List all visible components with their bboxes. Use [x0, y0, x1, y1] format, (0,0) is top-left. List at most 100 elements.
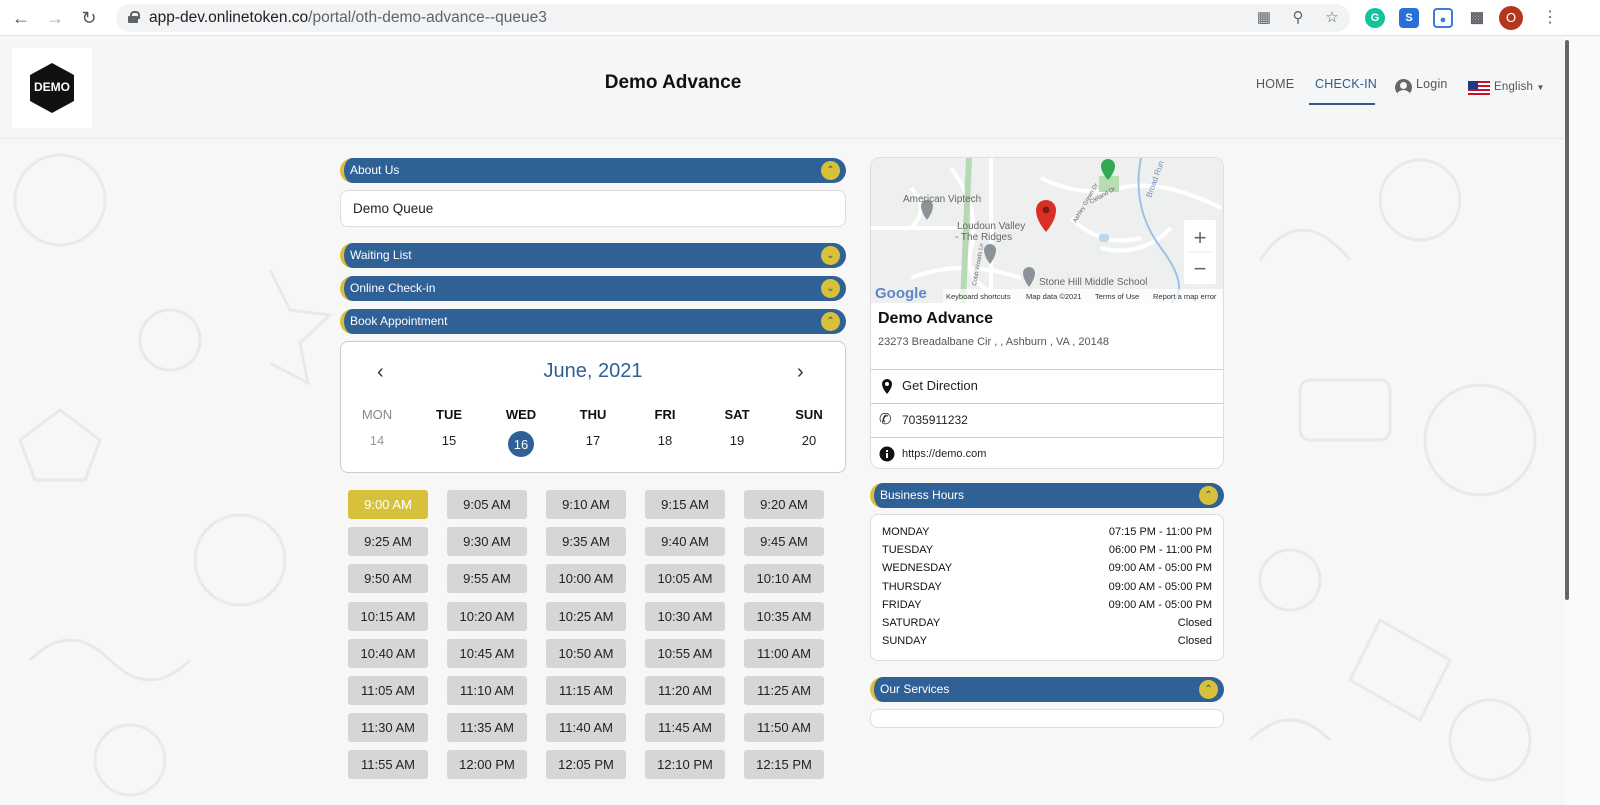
page-scrollbar[interactable] — [1564, 37, 1600, 805]
calendar-date[interactable]: 19 — [729, 433, 745, 448]
calendar-date[interactable]: 15 — [441, 433, 457, 448]
time-slot[interactable]: 11:20 AM — [645, 676, 725, 705]
time-slot[interactable]: 9:25 AM — [348, 527, 428, 556]
calendar-date[interactable]: 18 — [657, 433, 673, 448]
calendar-date-selected[interactable]: 16 — [513, 437, 529, 452]
phone-row[interactable]: ✆ 7035911232 — [871, 403, 1223, 437]
time-slot[interactable]: 10:20 AM — [447, 602, 527, 631]
nav-home[interactable]: HOME — [1256, 77, 1295, 91]
zoom-out-icon[interactable]: − — [1194, 256, 1207, 281]
time-slot[interactable]: 11:10 AM — [447, 676, 527, 705]
time-slot[interactable]: 10:55 AM — [645, 639, 725, 668]
puzzle-icon[interactable]: ▩ — [1469, 9, 1485, 26]
browser-menu-icon[interactable]: ⋮ — [1542, 9, 1558, 26]
language-select[interactable]: English ▼ — [1494, 81, 1545, 93]
next-week-button[interactable]: › — [797, 361, 804, 383]
time-slot[interactable]: 10:40 AM — [348, 639, 428, 668]
get-direction-link[interactable]: Get Direction — [902, 378, 978, 393]
time-slot[interactable]: 10:05 AM — [645, 564, 725, 593]
time-slot[interactable]: 10:30 AM — [645, 602, 725, 631]
time-slot[interactable]: 12:05 PM — [546, 750, 626, 779]
grammarly-icon[interactable]: G — [1365, 8, 1385, 28]
time-slot-selected[interactable]: 9:00 AM — [348, 490, 428, 519]
time-slot[interactable]: 9:40 AM — [645, 527, 725, 556]
time-slot[interactable]: 11:55 AM — [348, 750, 428, 779]
screencast-icon[interactable]: ● — [1433, 8, 1453, 28]
time-slot[interactable]: 10:10 AM — [744, 564, 824, 593]
time-slot[interactable]: 9:55 AM — [447, 564, 527, 593]
chevron-up-icon[interactable]: ⌃ — [1199, 486, 1218, 505]
time-slot[interactable]: 11:50 AM — [744, 713, 824, 742]
time-slot[interactable]: 10:15 AM — [348, 602, 428, 631]
business-hours-accordion[interactable]: Business Hours ⌃ — [870, 483, 1224, 508]
nav-login[interactable]: Login — [1416, 77, 1448, 91]
zoom-in-icon[interactable]: + — [1194, 225, 1207, 250]
time-slot[interactable]: 10:50 AM — [546, 639, 626, 668]
url-text[interactable]: app-dev.onlinetoken.co/portal/oth-demo-a… — [149, 9, 547, 27]
map-footer-link[interactable]: Report a map error — [1153, 292, 1217, 301]
time-slot[interactable]: 11:25 AM — [744, 676, 824, 705]
time-slot[interactable]: 12:00 PM — [447, 750, 527, 779]
us-flag-icon[interactable] — [1468, 81, 1490, 95]
chevron-up-icon[interactable]: ⌃ — [821, 312, 840, 331]
chevron-up-icon[interactable]: ⌃ — [1199, 680, 1218, 699]
time-slot[interactable]: 10:45 AM — [447, 639, 527, 668]
time-slot[interactable]: 10:00 AM — [546, 564, 626, 593]
time-slot[interactable]: 11:35 AM — [447, 713, 527, 742]
calendar-date[interactable]: 17 — [585, 433, 601, 448]
business-info-card: American Viptech Loudoun Valley - The Ri… — [870, 157, 1224, 469]
time-slot[interactable]: 11:15 AM — [546, 676, 626, 705]
time-slot[interactable]: 9:35 AM — [546, 527, 626, 556]
website-link[interactable]: https://demo.com — [902, 448, 987, 460]
time-slot[interactable]: 11:05 AM — [348, 676, 428, 705]
previous-week-button[interactable]: ‹ — [377, 361, 384, 383]
chevron-down-icon[interactable]: ⌄ — [821, 279, 840, 298]
time-slot[interactable]: 12:10 PM — [645, 750, 725, 779]
map-footer-link[interactable]: Terms of Use — [1095, 292, 1139, 301]
chevron-down-icon[interactable]: ⌄ — [821, 246, 840, 265]
time-slot[interactable]: 11:45 AM — [645, 713, 725, 742]
weekday-label: MON — [361, 407, 393, 422]
our-services-accordion[interactable]: Our Services ⌃ — [870, 677, 1224, 702]
logo[interactable]: DEMO — [12, 48, 92, 128]
about-us-accordion[interactable]: About Us ⌃ — [340, 158, 846, 183]
time-slot[interactable]: 11:30 AM — [348, 713, 428, 742]
time-slot[interactable]: 9:50 AM — [348, 564, 428, 593]
forward-arrow-icon[interactable]: → — [46, 8, 64, 28]
reload-icon[interactable]: ↻ — [81, 8, 97, 28]
get-direction-row[interactable]: Get Direction — [871, 369, 1223, 403]
map-footer-link[interactable]: Keyboard shortcuts — [946, 292, 1011, 301]
time-slot[interactable]: 9:20 AM — [744, 490, 824, 519]
website-row[interactable]: https://demo.com — [871, 437, 1223, 468]
book-appointment-accordion[interactable]: Book Appointment ⌃ — [340, 309, 846, 334]
nav-checkin[interactable]: CHECK-IN — [1315, 77, 1378, 91]
time-slot[interactable]: 12:15 PM — [744, 750, 824, 779]
time-slot[interactable]: 10:35 AM — [744, 602, 824, 631]
time-slot[interactable]: 9:15 AM — [645, 490, 725, 519]
selected-date-marker[interactable] — [508, 431, 534, 457]
time-slot[interactable]: 9:30 AM — [447, 527, 527, 556]
scrollbar-thumb[interactable] — [1565, 40, 1569, 600]
location-pin-icon — [882, 379, 892, 394]
chevron-up-icon[interactable]: ⌃ — [821, 161, 840, 180]
qr-code-icon[interactable]: ▦ — [1256, 9, 1272, 26]
zoom-icon[interactable]: ⚲ — [1292, 9, 1304, 26]
time-slot[interactable]: 11:40 AM — [546, 713, 626, 742]
s-extension-icon[interactable]: S — [1399, 8, 1419, 28]
phone-number[interactable]: 7035911232 — [902, 413, 968, 427]
time-slot[interactable]: 9:10 AM — [546, 490, 626, 519]
calendar-date[interactable]: 20 — [801, 433, 817, 448]
bookmark-star-icon[interactable]: ☆ — [1325, 9, 1339, 26]
waiting-list-accordion[interactable]: Waiting List ⌄ — [340, 243, 846, 268]
time-slot[interactable]: 9:45 AM — [744, 527, 824, 556]
hours-time: 07:15 PM - 11:00 PM — [1108, 526, 1212, 538]
profile-avatar[interactable]: O — [1499, 6, 1523, 30]
address-bar[interactable]: app-dev.onlinetoken.co/portal/oth-demo-a… — [116, 4, 1350, 32]
online-checkin-accordion[interactable]: Online Check-in ⌄ — [340, 276, 846, 301]
back-arrow-icon[interactable]: ← — [12, 8, 30, 28]
time-slot[interactable]: 11:00 AM — [744, 639, 824, 668]
time-slot[interactable]: 9:05 AM — [447, 490, 527, 519]
time-slot[interactable]: 10:25 AM — [546, 602, 626, 631]
user-icon[interactable] — [1395, 79, 1412, 96]
location-map[interactable]: American Viptech Loudoun Valley - The Ri… — [871, 158, 1224, 303]
